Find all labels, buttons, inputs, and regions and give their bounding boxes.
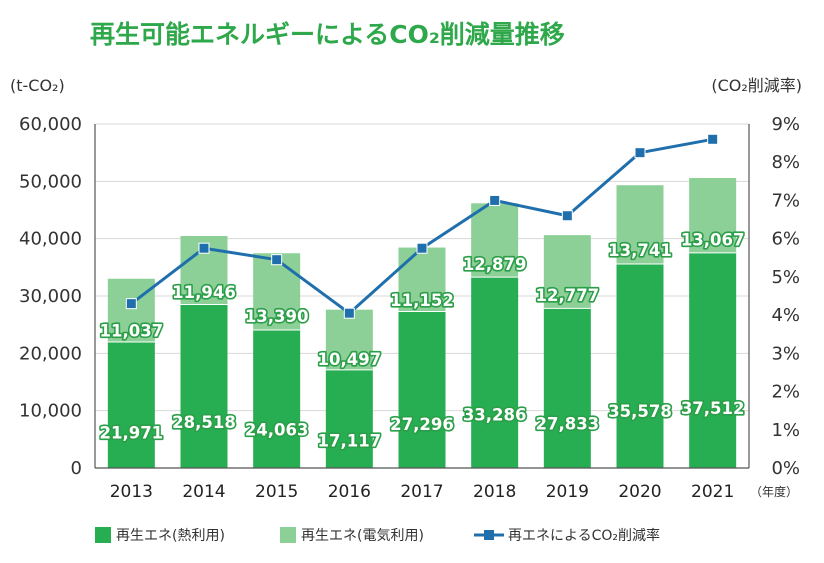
x-axis-unit: （年度） bbox=[750, 484, 798, 499]
bar-electric bbox=[253, 253, 301, 331]
legend-swatch-electric bbox=[280, 527, 296, 543]
bar-heat bbox=[543, 308, 591, 468]
value-label-heat: 17,117 bbox=[317, 432, 381, 451]
value-label-heat: 24,063 bbox=[245, 420, 309, 439]
bar-heat bbox=[180, 304, 228, 468]
x-tick-label: 2017 bbox=[400, 482, 443, 502]
legend-swatch-heat bbox=[95, 527, 111, 543]
y2-tick-label: 2% bbox=[771, 382, 800, 403]
x-tick-label: 2013 bbox=[110, 482, 153, 502]
value-label-electric: 12,879 bbox=[463, 255, 527, 274]
legend-label-rate: 再エネによるCO₂削減率 bbox=[508, 527, 660, 544]
axes: 0 10,000 20,000 30,000 40,000 50,000 60,000 0% 1… bbox=[19, 114, 800, 502]
rate-marker bbox=[125, 298, 137, 310]
bars bbox=[107, 178, 737, 468]
data-labels: 21,971 11,037 28,518 11,946 24,063 13,390 17,1… bbox=[98, 229, 746, 452]
legend-label-electric: 再生エネ(電気利用) bbox=[301, 528, 424, 544]
y2-tick-label: 1% bbox=[771, 420, 800, 441]
y2-axis-unit: (CO₂削減率) bbox=[711, 76, 802, 95]
value-label-heat: 35,578 bbox=[608, 402, 672, 421]
y-tick-label: 30,000 bbox=[19, 286, 82, 307]
value-label-electric: 11,152 bbox=[390, 291, 454, 310]
y-tick-label: 10,000 bbox=[19, 401, 82, 422]
bar-heat bbox=[471, 277, 519, 468]
rate-marker bbox=[561, 210, 573, 222]
bar-heat bbox=[325, 369, 373, 468]
bar-heat bbox=[253, 330, 301, 468]
bar-heat bbox=[689, 252, 737, 468]
chart-title: 再生可能エネルギーによるCO₂削減量推移 bbox=[90, 20, 565, 49]
value-label-electric: 11,946 bbox=[172, 283, 236, 302]
bar-electric bbox=[689, 178, 737, 253]
rate-marker bbox=[634, 147, 646, 159]
y2-tick-label: 9% bbox=[771, 114, 800, 135]
rate-marker bbox=[489, 194, 501, 206]
rate-marker bbox=[271, 254, 283, 266]
y-tick-label: 50,000 bbox=[19, 171, 82, 192]
bar-heat bbox=[398, 311, 446, 468]
y2-tick-label: 0% bbox=[771, 458, 800, 479]
y2-tick-label: 3% bbox=[771, 343, 800, 364]
y2-tick-label: 5% bbox=[771, 267, 800, 288]
x-tick-label: 2016 bbox=[328, 482, 371, 502]
bar-electric bbox=[471, 203, 519, 278]
y-tick-label: 20,000 bbox=[19, 343, 82, 364]
x-tick-label: 2020 bbox=[618, 482, 661, 502]
rate-marker bbox=[198, 242, 210, 254]
y2-tick-label: 8% bbox=[771, 152, 800, 173]
rate-marker bbox=[707, 133, 719, 145]
bar-electric bbox=[616, 185, 664, 265]
x-tick-label: 2021 bbox=[691, 482, 734, 502]
bar-electric bbox=[398, 247, 446, 312]
value-label-heat: 27,833 bbox=[535, 414, 599, 433]
rate-marker bbox=[343, 307, 355, 319]
y-axis-unit: (t-CO₂) bbox=[10, 76, 65, 95]
value-label-electric: 13,390 bbox=[245, 307, 309, 326]
bar-electric bbox=[107, 278, 155, 343]
value-label-electric: 12,777 bbox=[535, 286, 599, 305]
value-label-electric: 13,067 bbox=[681, 230, 745, 249]
legend-marker-rate bbox=[484, 530, 494, 540]
value-label-heat: 28,518 bbox=[172, 413, 236, 432]
value-label-electric: 10,497 bbox=[317, 350, 381, 369]
bar-heat bbox=[107, 342, 155, 468]
y-tick-label: 60,000 bbox=[19, 114, 82, 135]
x-tick-label: 2019 bbox=[546, 482, 589, 502]
bar-electric bbox=[325, 309, 373, 370]
x-tick-label: 2014 bbox=[182, 482, 225, 502]
x-tick-label: 2015 bbox=[255, 482, 298, 502]
y2-tick-label: 4% bbox=[771, 305, 800, 326]
rate-line bbox=[125, 133, 719, 319]
value-label-electric: 13,741 bbox=[608, 241, 672, 260]
y2-tick-label: 6% bbox=[771, 229, 800, 250]
bar-heat bbox=[616, 264, 664, 468]
y2-tick-label: 7% bbox=[771, 190, 800, 211]
bar-electric bbox=[543, 235, 591, 309]
value-label-heat: 33,286 bbox=[463, 406, 527, 425]
legend-label-heat: 再生エネ(熱利用) bbox=[116, 528, 225, 544]
value-label-electric: 11,037 bbox=[99, 322, 163, 341]
y-tick-label: 0 bbox=[71, 458, 82, 479]
legend: 再生エネ(熱利用) 再生エネ(電気利用) 再エネによるCO₂削減率 bbox=[95, 527, 660, 544]
y-tick-label: 40,000 bbox=[19, 229, 82, 250]
x-tick-label: 2018 bbox=[473, 482, 516, 502]
value-label-heat: 37,512 bbox=[681, 399, 745, 418]
value-label-heat: 27,296 bbox=[390, 415, 454, 434]
value-label-heat: 21,971 bbox=[99, 424, 163, 443]
rate-marker bbox=[416, 242, 428, 254]
